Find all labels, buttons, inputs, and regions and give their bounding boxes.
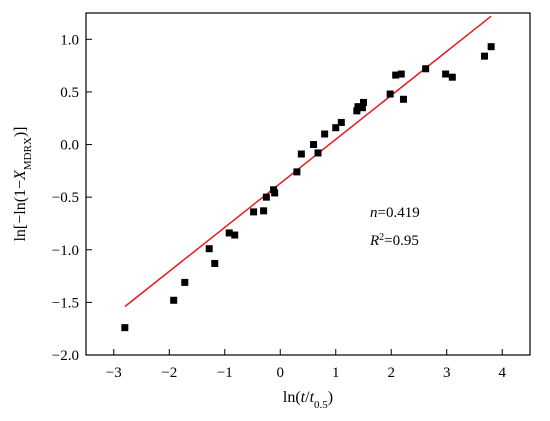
n-annotation: n=0.419 bbox=[370, 205, 420, 221]
data-point bbox=[354, 103, 362, 111]
data-point bbox=[231, 231, 239, 239]
data-point bbox=[399, 95, 407, 103]
data-point bbox=[397, 70, 405, 78]
n-value: =0.419 bbox=[378, 205, 420, 221]
r2-value: =0.95 bbox=[384, 233, 419, 249]
data-points bbox=[121, 43, 495, 332]
x-axis-label: ln(t/t0.5) bbox=[283, 389, 333, 411]
data-point bbox=[181, 278, 189, 286]
data-point bbox=[422, 65, 430, 73]
data-point bbox=[337, 118, 345, 126]
x-tick-label: 4 bbox=[499, 365, 507, 381]
data-point bbox=[321, 130, 329, 138]
data-point bbox=[293, 168, 301, 176]
data-point bbox=[250, 208, 258, 216]
data-point bbox=[297, 150, 305, 158]
y-axis-label: ln[−ln(1−XMDRX)] bbox=[12, 126, 34, 241]
y-tick-label: −1.5 bbox=[52, 295, 79, 311]
data-point bbox=[260, 207, 268, 215]
y-tick-label: −0.5 bbox=[52, 190, 79, 206]
data-point bbox=[205, 245, 213, 253]
data-point bbox=[448, 73, 456, 81]
x-tick-label: 0 bbox=[277, 365, 285, 381]
r2-sup: 2 bbox=[379, 232, 384, 243]
data-point bbox=[211, 259, 219, 267]
y-tick-label: −1.0 bbox=[52, 243, 79, 259]
x-tick-label: −3 bbox=[106, 365, 122, 381]
x-tick-label: −1 bbox=[217, 365, 233, 381]
data-point bbox=[442, 70, 450, 78]
data-point bbox=[332, 124, 340, 132]
x-axis-ticks: −3 −2 −1 0 1 2 3 4 bbox=[106, 349, 507, 381]
plot-frame bbox=[85, 12, 531, 356]
data-point bbox=[360, 98, 367, 106]
data-point bbox=[170, 296, 178, 304]
data-point bbox=[310, 141, 318, 149]
y-tick-label: −2.0 bbox=[52, 348, 79, 364]
data-point bbox=[121, 324, 129, 332]
x-tick-label: 3 bbox=[443, 365, 451, 381]
y-axis-ticks: −2.0 −1.5 −1.0 −0.5 0.0 0.5 1.0 bbox=[52, 32, 92, 364]
y-tick-label: 1.0 bbox=[60, 32, 79, 48]
data-point bbox=[353, 107, 361, 115]
y-tick-label: 0.5 bbox=[60, 85, 79, 101]
data-point bbox=[262, 193, 270, 201]
data-point bbox=[392, 71, 400, 79]
x-tick-label: 2 bbox=[388, 365, 396, 381]
data-point bbox=[487, 43, 495, 51]
data-point bbox=[225, 229, 233, 237]
fit-line bbox=[124, 15, 492, 308]
data-point bbox=[386, 90, 394, 98]
data-point bbox=[480, 52, 488, 60]
r2-annotation: R2=0.95 bbox=[369, 232, 419, 250]
data-point bbox=[271, 189, 279, 197]
x-tick-label: 1 bbox=[332, 365, 340, 381]
y-tick-label: 0.0 bbox=[60, 138, 79, 154]
x-tick-label: −2 bbox=[161, 365, 177, 381]
r2-var: R bbox=[369, 233, 379, 249]
n-var: n bbox=[370, 205, 378, 221]
data-point bbox=[358, 104, 366, 112]
data-point bbox=[314, 149, 322, 157]
